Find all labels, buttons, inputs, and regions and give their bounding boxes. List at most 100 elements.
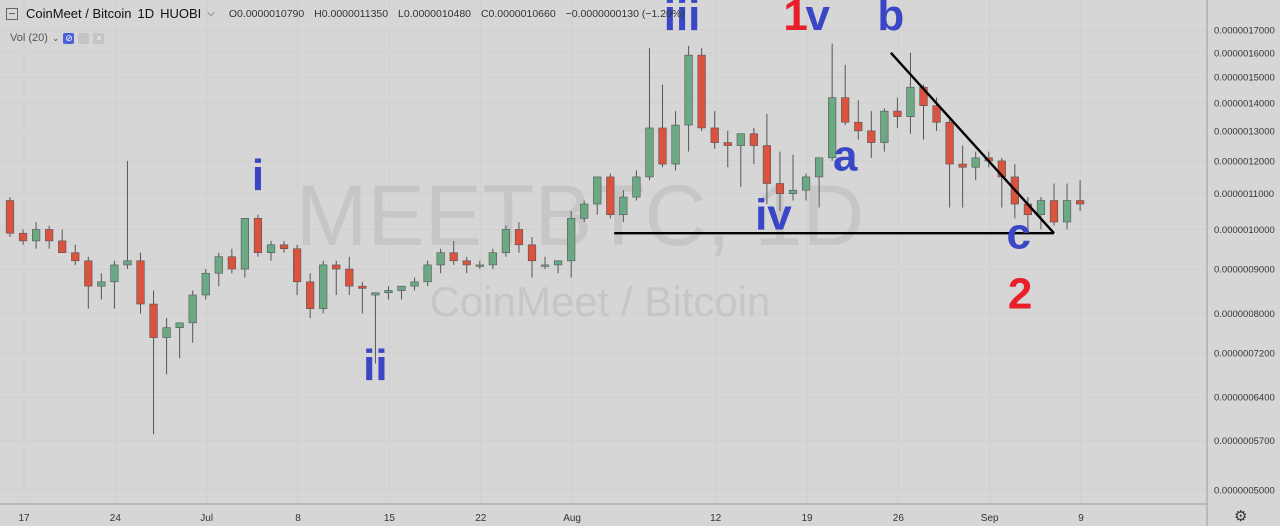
candle-body[interactable] xyxy=(658,127,667,165)
wave-label: 1 xyxy=(783,0,807,40)
candle-body[interactable] xyxy=(332,264,341,270)
candle-body[interactable] xyxy=(45,229,54,242)
trendline[interactable] xyxy=(889,51,1055,235)
candle-body[interactable] xyxy=(292,248,302,283)
candle-body[interactable] xyxy=(762,145,771,184)
candle-body[interactable] xyxy=(162,327,171,338)
candle-body[interactable] xyxy=(867,130,876,143)
visibility-icon[interactable]: ⊘ xyxy=(63,32,75,44)
low-value: L0.0000010480 xyxy=(398,7,472,20)
candle-body[interactable] xyxy=(110,264,119,283)
candle-body[interactable] xyxy=(775,183,785,194)
candle-body[interactable] xyxy=(1036,200,1046,216)
candle-body[interactable] xyxy=(449,252,458,262)
candle-body[interactable] xyxy=(358,285,367,289)
candle-body[interactable] xyxy=(828,97,837,159)
candle-body[interactable] xyxy=(671,124,680,165)
candle-body[interactable] xyxy=(788,189,798,194)
close-icon[interactable]: × xyxy=(93,32,105,44)
candle-body[interactable] xyxy=(945,121,954,165)
candle-body[interactable] xyxy=(136,260,145,305)
ohlc-values: O0.0000010790 H0.0000011350 L0.000001048… xyxy=(229,8,692,20)
candle-body[interactable] xyxy=(880,110,889,143)
candle-body[interactable] xyxy=(932,105,941,123)
price-tick-label: 0.0000005700 xyxy=(1214,436,1275,447)
candle-body[interactable] xyxy=(462,260,471,266)
candle-body[interactable] xyxy=(841,97,850,123)
candle-body[interactable] xyxy=(684,54,693,126)
candle-body[interactable] xyxy=(723,142,732,146)
candle-body[interactable] xyxy=(814,157,824,178)
interval-label[interactable]: 1D xyxy=(137,6,155,21)
candle-body[interactable] xyxy=(710,127,719,143)
candle-body[interactable] xyxy=(266,244,276,254)
candle-body[interactable] xyxy=(501,229,511,254)
candle-body[interactable] xyxy=(619,196,628,216)
wave-label: a xyxy=(833,131,858,180)
symbol-title[interactable]: CoinMeet / Bitcoin xyxy=(26,6,132,21)
volume-label[interactable]: Vol (20) xyxy=(10,32,48,44)
candle-body[interactable] xyxy=(593,176,602,205)
candle-body[interactable] xyxy=(893,110,902,117)
candle-body[interactable] xyxy=(854,121,863,132)
settings-icon[interactable] xyxy=(78,32,90,44)
candle-body[interactable] xyxy=(384,290,393,294)
wave-label: iii xyxy=(664,0,701,40)
candle-body[interactable] xyxy=(514,229,524,246)
candle-body[interactable] xyxy=(632,176,641,198)
candle-body[interactable] xyxy=(18,232,28,242)
candle-body[interactable] xyxy=(123,260,132,266)
candle-body[interactable] xyxy=(1049,200,1059,223)
price-tick-label: 0.0000017000 xyxy=(1214,26,1275,37)
candle-body[interactable] xyxy=(227,256,236,270)
candle-body[interactable] xyxy=(749,133,758,146)
candle-body[interactable] xyxy=(958,163,967,168)
candle-body[interactable] xyxy=(801,176,811,191)
chevron-down-icon[interactable]: ⌵ xyxy=(207,8,215,19)
candle-body[interactable] xyxy=(540,264,550,267)
collapse-icon[interactable] xyxy=(6,7,18,20)
candle-body[interactable] xyxy=(397,285,406,291)
candle-body[interactable] xyxy=(567,218,576,262)
candle-body[interactable] xyxy=(345,268,354,287)
candle-body[interactable] xyxy=(1062,200,1072,223)
candle-body[interactable] xyxy=(475,264,484,267)
candle-body[interactable] xyxy=(436,252,445,266)
wave-label: b xyxy=(877,0,904,40)
candle-body[interactable] xyxy=(214,256,223,274)
candle-body[interactable] xyxy=(84,260,93,287)
candle-body[interactable] xyxy=(201,272,210,296)
candle-body[interactable] xyxy=(423,264,432,283)
candle-body[interactable] xyxy=(71,252,80,262)
candle-body[interactable] xyxy=(253,218,263,254)
candle-body[interactable] xyxy=(1076,200,1085,205)
gear-icon[interactable]: ⚙ xyxy=(1234,508,1248,525)
candle-body[interactable] xyxy=(240,218,250,270)
candle-body[interactable] xyxy=(488,252,497,266)
candle-body[interactable] xyxy=(58,240,67,254)
candle-body[interactable] xyxy=(553,260,563,266)
candle-body[interactable] xyxy=(606,176,615,216)
exchange-label[interactable]: HUOBI xyxy=(160,6,202,21)
wave-label: i xyxy=(252,151,264,200)
candle-body[interactable] xyxy=(971,157,980,168)
candle-body[interactable] xyxy=(306,281,315,309)
candle-body[interactable] xyxy=(149,303,158,338)
candle-body[interactable] xyxy=(175,322,184,328)
candle-body[interactable] xyxy=(697,54,706,129)
candle-body[interactable] xyxy=(31,229,41,242)
chevron-down-icon[interactable]: ⌄ xyxy=(51,32,60,43)
candle-body[interactable] xyxy=(410,281,419,287)
candle-body[interactable] xyxy=(645,127,654,178)
candle-body[interactable] xyxy=(906,86,915,117)
candle-body[interactable] xyxy=(371,292,380,296)
candle-body[interactable] xyxy=(279,244,289,250)
candle-body[interactable] xyxy=(188,294,197,324)
candle-body[interactable] xyxy=(580,203,589,219)
candle-body[interactable] xyxy=(736,133,745,146)
candle-body[interactable] xyxy=(319,264,328,309)
candle-body[interactable] xyxy=(5,200,15,234)
candle-body[interactable] xyxy=(97,281,106,287)
candle-body[interactable] xyxy=(527,244,537,262)
